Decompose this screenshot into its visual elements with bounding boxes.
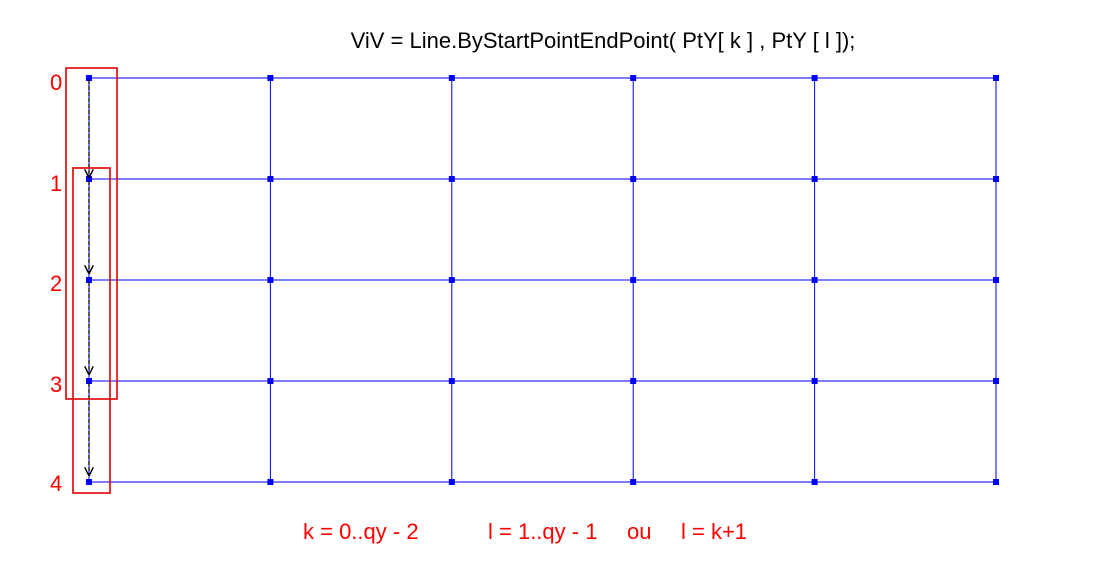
grid-point-0-1: [267, 75, 274, 81]
grid-point-3-3: [630, 378, 637, 384]
row-label-3: 3: [50, 372, 62, 397]
row-index-labels: 0 1 2 3 4: [50, 70, 62, 496]
grid-point-1-5: [993, 176, 999, 182]
grid-point-0-2: [448, 75, 455, 81]
k-range-formula: k = 0..qy - 2: [303, 519, 419, 544]
grid-point-0-5: [993, 75, 999, 81]
grid-point-2-3: [630, 277, 637, 283]
row-label-4: 4: [50, 471, 62, 496]
grid-point-2-0: [86, 277, 92, 283]
grid-point-0-0: [86, 75, 92, 81]
highlight-box-lower: [72, 167, 111, 494]
grid-point-1-3: [630, 176, 637, 182]
grid-point-3-0: [86, 378, 92, 384]
or-word: ou: [627, 519, 651, 544]
index-formulas: k = 0..qy - 2 l = 1..qy - 1 ou l = k+1: [303, 519, 747, 544]
grid-point-2-4: [811, 277, 818, 283]
grid-point-3-5: [993, 378, 999, 384]
grid-point-0-4: [811, 75, 818, 81]
grid-point-1-4: [811, 176, 818, 182]
l-range-formula: l = 1..qy - 1: [488, 519, 597, 544]
grid-point-3-2: [448, 378, 455, 384]
grid-point-2-5: [993, 277, 999, 283]
code-line-title: ViV = Line.ByStartPointEndPoint( PtY[ k …: [351, 28, 856, 53]
grid-point-1-2: [448, 176, 455, 182]
grid-point-0-3: [630, 75, 637, 81]
grid-point-4-1: [267, 479, 274, 485]
row-label-2: 2: [50, 271, 62, 296]
grid-point-4-4: [811, 479, 818, 485]
grid-point-4-2: [448, 479, 455, 485]
highlight-box-upper: [65, 67, 118, 400]
l-alt-formula: l = k+1: [681, 519, 747, 544]
row-label-1: 1: [50, 171, 62, 196]
grid-point-2-2: [448, 277, 455, 283]
grid-point-4-0: [86, 479, 92, 485]
point-grid-lines: [86, 75, 999, 485]
grid-point-1-1: [267, 176, 274, 182]
grid-point-2-1: [267, 277, 274, 283]
grid-point-4-5: [993, 479, 999, 485]
grid-point-3-1: [267, 378, 274, 384]
row-label-0: 0: [50, 70, 62, 95]
grid-point-1-0: [86, 176, 92, 182]
highlight-boxes: [65, 67, 118, 494]
grid-point-4-3: [630, 479, 637, 485]
grid-point-3-4: [811, 378, 818, 384]
